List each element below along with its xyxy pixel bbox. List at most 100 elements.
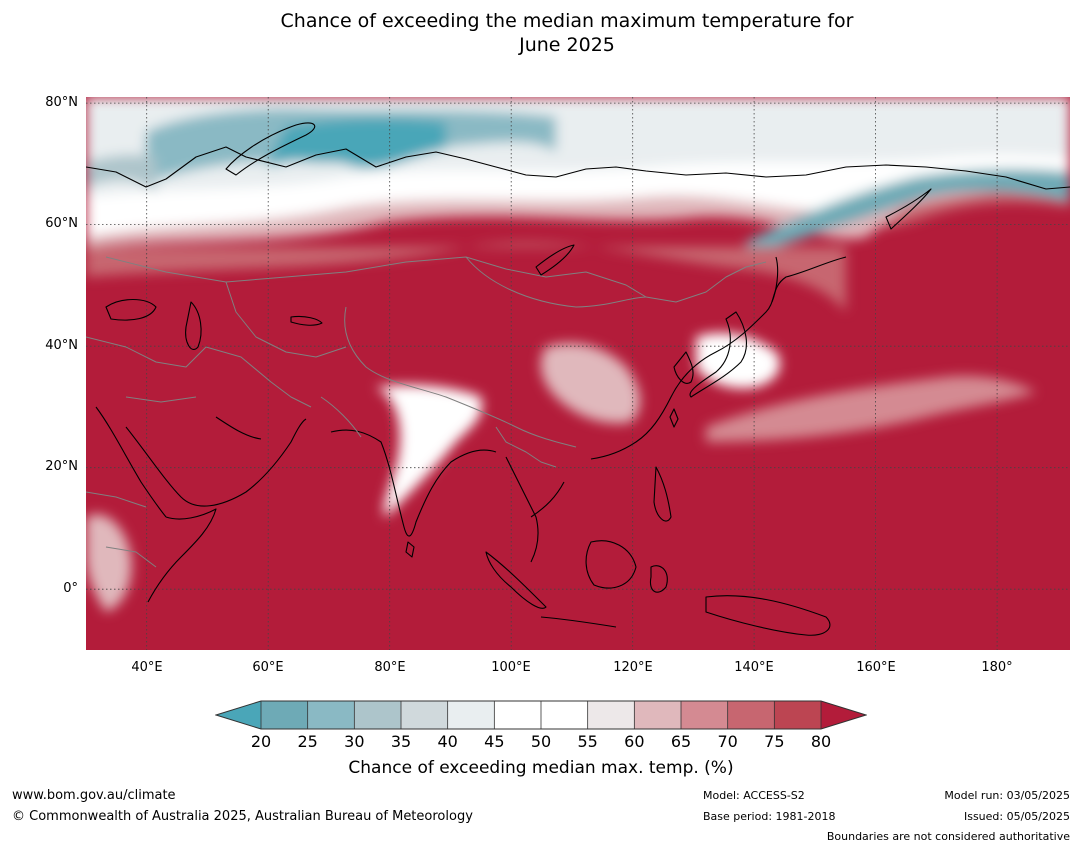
boundary-china-west <box>344 306 577 448</box>
coastline-novaya-zemlya <box>225 122 316 176</box>
colorbar-segment-40-45 <box>447 701 495 729</box>
coastline-balkhash <box>290 315 323 326</box>
lon-label-60e: 60°E <box>252 660 284 675</box>
lon-label-120e: 120°E <box>613 660 653 675</box>
coastline-red-sea <box>95 406 167 518</box>
colorbar-tick-70: 70 <box>717 732 738 751</box>
colorbar-segment-35-40 <box>401 701 449 729</box>
coastline-sumatra <box>485 551 547 609</box>
colorbar-tick-25: 25 <box>297 732 318 751</box>
colorbar-tick-65: 65 <box>670 732 692 751</box>
colorbar-segment-25-30 <box>307 701 355 729</box>
colorbar-tick-20: 20 <box>250 732 272 751</box>
boundary-india-pakistan <box>320 396 362 438</box>
colorbar-extend-high <box>821 701 866 729</box>
country-boundaries <box>86 256 767 568</box>
colorbar-outline <box>215 700 867 730</box>
lat-label-0: 0° <box>63 581 78 596</box>
boundary-africa <box>86 491 157 568</box>
colorbar-tick-50: 50 <box>530 732 552 751</box>
coastline-black-sea <box>105 298 157 321</box>
coastline-africa-horn <box>147 508 217 603</box>
coastline-baikal <box>535 244 575 276</box>
boundary-disclaimer: Boundaries are not considered authoritat… <box>826 830 1070 843</box>
gridlines <box>86 97 1070 650</box>
colorbar <box>215 700 867 730</box>
colorbar-tick-60: 60 <box>624 732 645 751</box>
copyright-text: © Commonwealth of Australia 2025, Austra… <box>12 809 473 824</box>
coastline-new-guinea <box>705 595 831 636</box>
model-name: Model: ACCESS-S2 <box>703 789 805 802</box>
colorbar-segment-30-35 <box>354 701 402 729</box>
lon-label-160e: 160°E <box>856 660 896 675</box>
boundary-middle-east <box>86 336 207 403</box>
colorbar-segment-75-80 <box>774 701 822 729</box>
lat-label-40: 40°N <box>45 338 78 353</box>
boundary-central-asia <box>225 281 347 358</box>
coastline-persian-gulf <box>215 416 262 440</box>
lon-label-80e: 80°E <box>374 660 406 675</box>
website-link[interactable]: www.bom.gov.au/climate <box>12 788 176 803</box>
zone-below-25-west <box>266 118 446 168</box>
base-period: Base period: 1981-2018 <box>703 810 836 823</box>
colorbar-tick-55: 55 <box>577 732 598 751</box>
coastline-sulawesi <box>649 565 668 593</box>
coastline-arabia <box>125 418 307 507</box>
model-run-date: Model run: 03/05/2025 <box>944 789 1070 802</box>
zone-china-near-normal <box>540 343 641 424</box>
colorbar-tick-40: 40 <box>437 732 458 751</box>
coastline-arctic <box>86 146 1070 190</box>
zone-below-35-east <box>746 169 1070 257</box>
zone-japan-near-normal <box>696 332 780 389</box>
coastline-sri-lanka <box>405 541 415 558</box>
colorbar-segment-60-65 <box>634 701 682 729</box>
map-title: Chance of exceeding the median maximum t… <box>0 9 1081 57</box>
issued-date: Issued: 05/05/2025 <box>963 810 1070 823</box>
colorbar-segment-20-25 <box>261 701 309 729</box>
boundary-iran-afghanistan <box>205 346 312 408</box>
colorbar-tick-45: 45 <box>484 732 505 751</box>
lat-label-80: 80°N <box>45 95 78 110</box>
colorbar-tick-35: 35 <box>390 732 412 751</box>
colorbar-segment-55-60 <box>587 701 635 729</box>
probability-shading <box>86 97 1070 612</box>
lon-label-100e: 100°E <box>491 660 531 675</box>
coastline-sakhalin-kamchatka <box>771 188 932 303</box>
coastline-korea <box>673 351 694 384</box>
colorbar-tick-30: 30 <box>344 732 365 751</box>
lon-label-40e: 40°E <box>131 660 163 675</box>
coastline-java <box>540 616 617 628</box>
coastline-east-asia <box>590 256 847 460</box>
zone-70-75-central <box>86 242 846 312</box>
coastlines <box>86 122 1070 636</box>
colorbar-tick-75: 75 <box>764 732 785 751</box>
boundary-russia-south <box>105 256 767 303</box>
coastline-india <box>330 429 497 537</box>
map-title-line2: June 2025 <box>519 34 615 56</box>
lon-label-140e: 140°E <box>734 660 774 675</box>
colorbar-tick-80: 80 <box>810 732 832 751</box>
probability-map <box>86 97 1070 650</box>
zone-india-near-normal <box>376 385 482 517</box>
zone-pacific-streak <box>706 376 1036 442</box>
colorbar-segment-70-75 <box>727 701 775 729</box>
coastline-caspian <box>185 301 202 350</box>
lat-label-60: 60°N <box>45 216 78 231</box>
zone-africa-near-normal <box>86 514 132 612</box>
zone-below-40-far-west <box>86 154 156 192</box>
colorbar-segment-45-50 <box>494 701 542 729</box>
boundary-mongolia <box>465 256 647 308</box>
coastline-borneo <box>585 540 637 589</box>
lat-label-20: 20°N <box>45 459 78 474</box>
coastline-taiwan <box>669 408 679 428</box>
colorbar-segment-50-55 <box>541 701 589 729</box>
boundary-southeast-asia <box>495 426 557 468</box>
coastline-indochina <box>505 456 565 563</box>
coastline-japan <box>689 311 747 398</box>
colorbar-label: Chance of exceeding median max. temp. (%… <box>348 758 734 778</box>
coastline-philippines <box>653 466 672 522</box>
colorbar-extend-low <box>216 701 261 729</box>
lon-label-180: 180° <box>981 660 1013 675</box>
colorbar-segment-65-70 <box>681 701 729 729</box>
map-title-line1: Chance of exceeding the median maximum t… <box>280 10 854 32</box>
